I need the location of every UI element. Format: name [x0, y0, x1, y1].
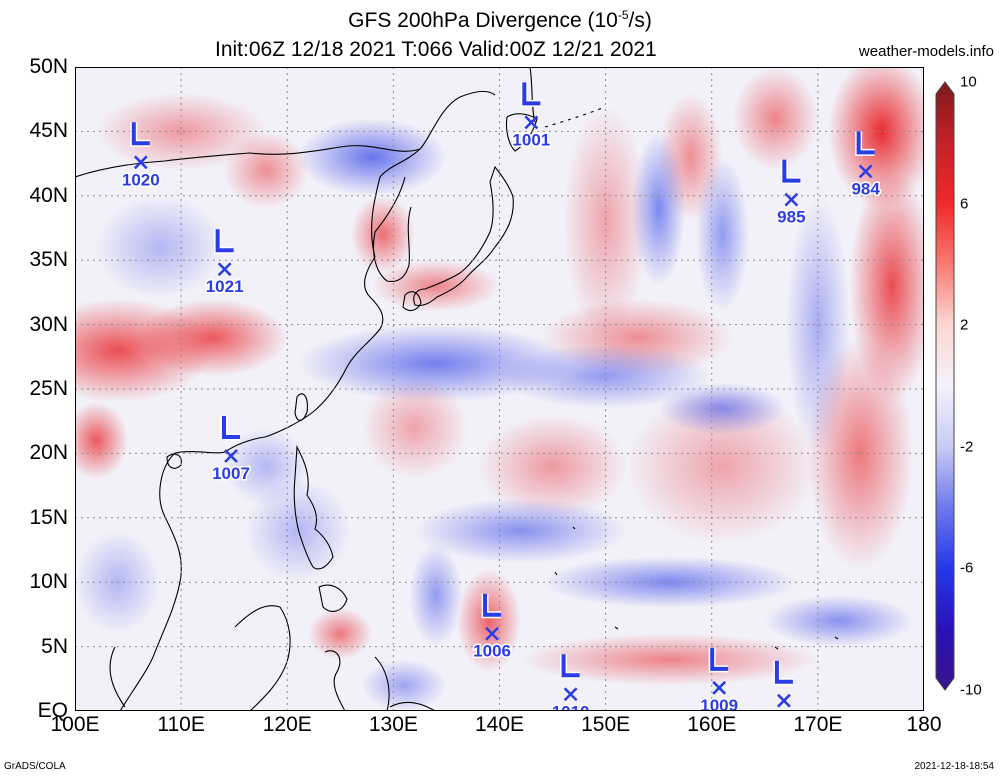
y-tick-45N: 45N	[29, 119, 68, 143]
divergence-area-3	[96, 92, 267, 171]
divergence-area-19	[478, 414, 627, 518]
x-tick-110E: 110E	[157, 713, 205, 736]
y-tick-10N: 10N	[29, 570, 68, 594]
y-tick-30N: 30N	[29, 312, 68, 336]
low-pressure-value: 1020	[122, 170, 160, 189]
low-marker-7: 1010	[550, 654, 591, 711]
divergence-map: 1020 1021 1007 1001 985 984 1006 1010 1009 1009	[75, 67, 924, 711]
convergence-area-27	[96, 195, 224, 299]
title-main: GFS 200hPa Divergence (10	[348, 9, 618, 32]
divergence-area-14	[626, 389, 818, 544]
convergence-area-32	[244, 479, 351, 583]
low-marker-0: 1020	[120, 122, 161, 191]
convergence-area-25	[695, 157, 749, 312]
y-tick-40N: 40N	[29, 183, 68, 207]
low-marker-3: 1001	[511, 82, 552, 151]
colorbar-tick-2: 2	[960, 316, 969, 334]
x-tick-100E: 100E	[50, 713, 100, 736]
low-marker-8: 1009	[699, 647, 740, 711]
divergence-area-8	[563, 105, 649, 338]
y-tick-25N: 25N	[29, 377, 68, 400]
x-tick-160E: 160E	[687, 713, 737, 736]
colorbar-tick--2: -2	[960, 438, 974, 456]
y-tick-EQ: EQ	[37, 699, 68, 722]
x-tick-150E: 150E	[581, 713, 631, 736]
convergence-area-28	[414, 498, 627, 563]
footer-left: GrADS/COLA	[4, 761, 66, 772]
convergence-area-31	[409, 543, 463, 647]
footer-timestamp: 2021-12-18-18:54	[914, 761, 994, 772]
y-tick-50N: 50N	[29, 55, 68, 78]
convergence-area-24	[632, 131, 686, 286]
low-marker-9: 1009	[764, 660, 804, 711]
convergence-area-30	[764, 595, 914, 647]
colorbar-tick-6: 6	[960, 195, 969, 213]
x-tick-120E: 120E	[262, 713, 312, 736]
convergence-area-20	[297, 118, 447, 196]
low-pressure-value: 1021	[206, 277, 244, 296]
low-pressure-value: 1010	[552, 702, 590, 711]
low-pressure-value: 984	[851, 179, 880, 198]
divergence-area-17	[308, 607, 373, 660]
divergence-area-2	[75, 401, 129, 480]
x-tick-130E: 130E	[368, 713, 418, 736]
y-tick-15N: 15N	[29, 505, 68, 529]
colorbar-tick--6: -6	[960, 559, 974, 577]
low-pressure-value: 1009	[700, 696, 738, 711]
y-tick-5N: 5N	[41, 634, 68, 658]
x-tick-170E: 170E	[793, 713, 843, 736]
title-exponent: -5	[617, 8, 629, 22]
low-marker-6: 1006	[472, 593, 512, 662]
low-pressure-markers: 1020 1021 1007 1001 985 984 1006 1010 1009 1009	[120, 82, 882, 711]
divergence-area-5	[350, 195, 415, 274]
convergence-area-22	[499, 343, 712, 409]
site-label: weather-models.info	[858, 43, 994, 60]
low-pressure-value: 985	[777, 208, 805, 227]
y-tick-35N: 35N	[29, 248, 68, 272]
map-title-line2: Init:06Z 12/18 2021 T:066 Valid:00Z 12/2…	[215, 38, 657, 61]
x-tick-180: 180	[906, 713, 942, 736]
divergence-area-4	[223, 131, 309, 209]
low-pressure-value: 1009	[765, 709, 803, 711]
convergence-area-33	[361, 659, 447, 711]
low-pressure-value: 1007	[212, 464, 250, 483]
colorbar-tick--10: -10	[960, 681, 982, 699]
divergence-area-10	[732, 67, 818, 171]
divergence-field	[75, 67, 924, 711]
divergence-area-16	[520, 633, 818, 686]
map-title-line1: GFS 200hPa Divergence (10-5/s)	[0, 8, 1000, 33]
low-marker-4: 985	[776, 159, 807, 228]
low-marker-5: 984	[850, 131, 882, 200]
convergence-area-23	[658, 382, 787, 435]
low-pressure-value: 1006	[473, 642, 511, 661]
divergence-area-6	[372, 260, 500, 312]
x-tick-140E: 140E	[474, 713, 525, 736]
low-pressure-value: 1001	[512, 130, 550, 149]
y-tick-20N: 20N	[29, 441, 68, 465]
low-marker-1: 1021	[204, 229, 245, 298]
title-unit: /s)	[628, 9, 652, 32]
divergence-area-1	[138, 298, 288, 377]
colorbar-tick-10: 10	[960, 73, 977, 91]
low-marker-2: 1007	[211, 415, 251, 484]
colorbar	[935, 81, 955, 691]
